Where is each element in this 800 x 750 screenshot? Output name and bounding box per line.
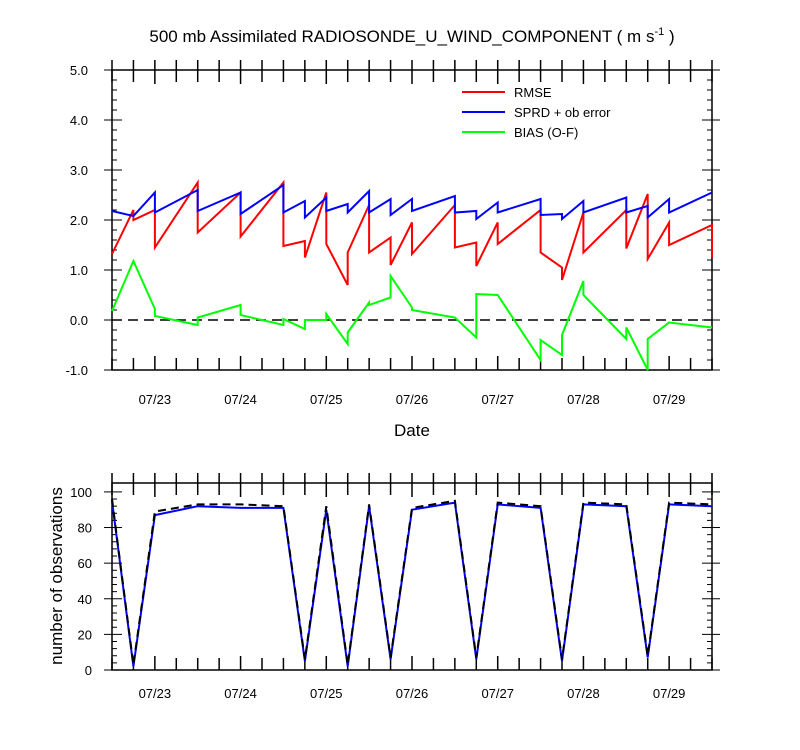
top-y-tick-labels: -1.0 0.0 1.0 2.0 3.0 4.0 5.0 bbox=[66, 63, 88, 378]
series-line-sprd-ob-error bbox=[111, 183, 713, 222]
y-tick-label: 80 bbox=[78, 521, 92, 536]
title-units-superscript: -1 bbox=[654, 26, 664, 38]
series-line-obs-count-0 bbox=[111, 500, 713, 667]
y-tick-label: 3.0 bbox=[70, 163, 88, 178]
bottom-y-tick-labels: 0 20 40 60 80 100 bbox=[70, 485, 92, 678]
legend-label-rmse: RMSE bbox=[514, 85, 552, 100]
bottom-axis-ticks bbox=[104, 473, 720, 671]
y-tick-label: 0 bbox=[85, 663, 92, 678]
x-tick-label: 07/26 bbox=[396, 392, 429, 407]
y-axis-title-observations: number of observations bbox=[47, 487, 66, 665]
x-tick-label: 07/26 bbox=[396, 686, 429, 701]
y-tick-label: -1.0 bbox=[66, 363, 88, 378]
x-tick-label: 07/28 bbox=[567, 392, 600, 407]
y-tick-label: 40 bbox=[78, 592, 92, 607]
y-tick-label: 60 bbox=[78, 556, 92, 571]
top-axis-ticks bbox=[104, 60, 720, 371]
series-line-obs-count-1 bbox=[111, 498, 713, 665]
top-plot-frame bbox=[111, 69, 713, 371]
legend: RMSE SPRD + ob error BIAS (O-F) bbox=[462, 85, 611, 140]
y-tick-label: 2.0 bbox=[70, 213, 88, 228]
y-tick-label: 1.0 bbox=[70, 263, 88, 278]
x-tick-label: 07/27 bbox=[481, 686, 514, 701]
x-tick-label: 07/25 bbox=[310, 686, 343, 701]
y-tick-label: 100 bbox=[70, 485, 92, 500]
x-tick-label: 07/27 bbox=[481, 392, 514, 407]
y-tick-label: 20 bbox=[78, 627, 92, 642]
x-tick-label: 07/28 bbox=[567, 686, 600, 701]
x-axis-title: Date bbox=[394, 421, 430, 440]
legend-label-bias: BIAS (O-F) bbox=[514, 125, 578, 140]
legend-label-sprd: SPRD + ob error bbox=[514, 105, 611, 120]
x-tick-label: 07/24 bbox=[224, 686, 257, 701]
bottom-series-lines bbox=[111, 498, 713, 667]
series-line-bias-o-f bbox=[111, 258, 713, 371]
x-tick-label: 07/29 bbox=[653, 392, 686, 407]
error-stats-panel: -1.00.01.02.03.04.05.0 07/23 07/24 07/25 07… bbox=[66, 60, 720, 440]
top-series-lines bbox=[111, 179, 713, 371]
y-tick-label: 5.0 bbox=[70, 63, 88, 78]
x-tick-label: 07/23 bbox=[139, 686, 172, 701]
x-tick-label: 07/23 bbox=[139, 392, 172, 407]
y-tick-label: 4.0 bbox=[70, 113, 88, 128]
x-tick-label: 07/25 bbox=[310, 392, 343, 407]
top-x-tick-labels: 07/23 07/24 07/25 07/26 07/27 07/28 07/29 bbox=[139, 392, 686, 407]
y-tick-label: 0.0 bbox=[70, 313, 88, 328]
chart-title: 500 mb Assimilated RADIOSONDE_U_WIND_COM… bbox=[149, 26, 674, 46]
x-tick-label: 07/29 bbox=[653, 686, 686, 701]
bottom-x-tick-labels: 07/23 07/24 07/25 07/26 07/27 07/28 07/29 bbox=[139, 686, 686, 701]
x-tick-label: 07/24 bbox=[224, 392, 257, 407]
